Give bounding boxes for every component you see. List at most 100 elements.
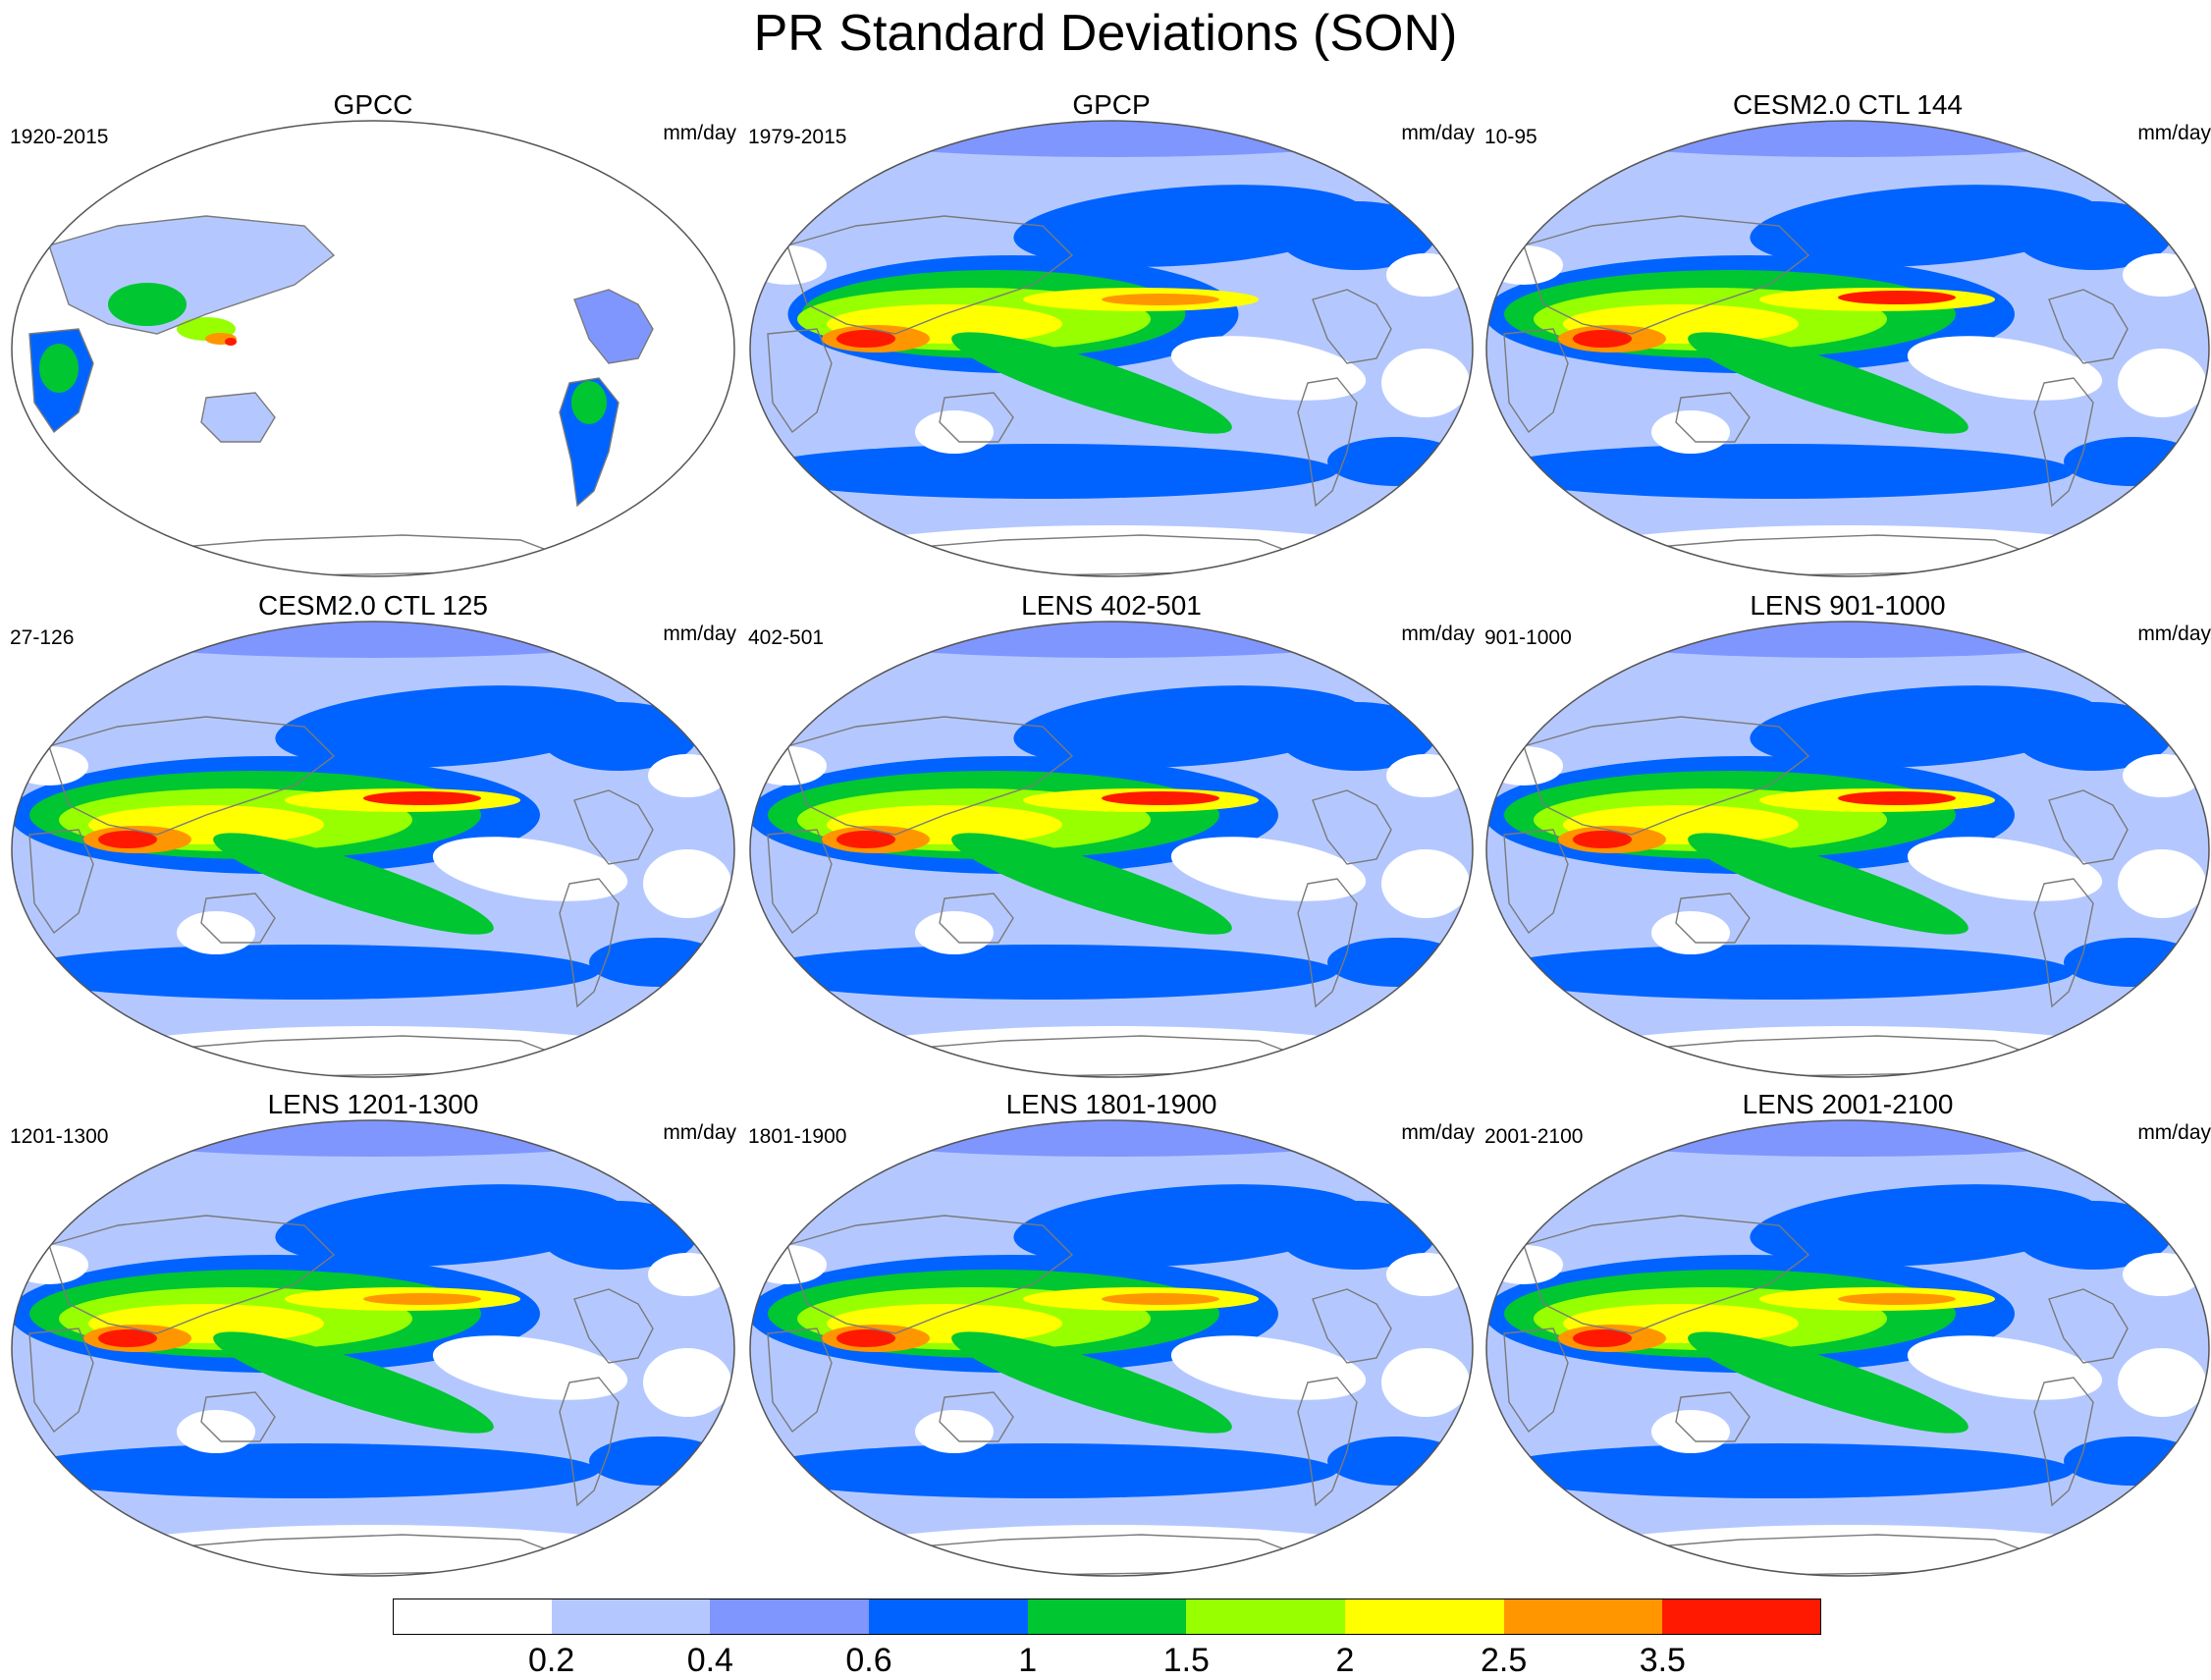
coastline-3 (767, 829, 833, 935)
se-atlantic-dry (1381, 849, 1470, 918)
pacific-itcz-peak (1102, 791, 1219, 805)
panel-title: LENS 1201-1300 (267, 1089, 479, 1119)
north-polar-band (750, 1120, 1473, 1157)
se-pacific-dry (432, 837, 628, 901)
colorbar-tick-label: 0.4 (686, 1642, 733, 1679)
se-pacific-dry (1907, 837, 2103, 901)
se-pacific-dry (1170, 1335, 1367, 1400)
map-panel: GPCP 1979-2015 mm/day (748, 88, 1475, 579)
se-atlantic-dry (1381, 1348, 1470, 1417)
natl-storm-track (1278, 201, 1435, 270)
map-border (749, 1119, 1474, 1577)
coastline-4 (200, 392, 276, 443)
southern-storm-track (750, 444, 1337, 499)
north-polar-band (750, 121, 1473, 157)
natl-storm-track (1278, 702, 1435, 771)
coastline-2 (1523, 1215, 1810, 1334)
map-border (1485, 1119, 2210, 1577)
colorbar-segment (551, 1599, 711, 1635)
natl-storm-track (2015, 201, 2172, 270)
coastline-4 (200, 893, 276, 944)
npac-storm-track (1013, 185, 1367, 267)
colorbar-segment (1027, 1599, 1187, 1635)
australia-field (201, 393, 275, 442)
coastline-1 (1297, 1377, 1358, 1507)
south-polar-band (750, 1026, 1473, 1077)
southern-storm-track (12, 945, 599, 1000)
colorbar-tick-label: 1.5 (1162, 1642, 1210, 1679)
panel-units: mm/day (2137, 122, 2211, 144)
coastline-0 (1312, 1288, 1392, 1364)
coastline-3 (1503, 1328, 1569, 1434)
indian-ocean-max (836, 1329, 895, 1347)
natl-storm-track (2015, 702, 2172, 771)
map-panel: LENS 901-1000 901-1000 mm/day (1484, 589, 2211, 1080)
panel-period: 402-501 (748, 626, 825, 649)
ne-atlantic-dry (1386, 1253, 1465, 1296)
indian-ocean-max (1573, 831, 1632, 848)
robinson-map (749, 120, 1474, 577)
sahara-dry (1486, 746, 1563, 786)
coastline-3 (28, 829, 94, 935)
ne-atlantic-dry (648, 754, 727, 797)
panel-title: CESM2.0 CTL 144 (1733, 89, 1963, 120)
map-border (11, 1119, 735, 1577)
robinson-map (11, 621, 735, 1078)
coastline-4 (1675, 392, 1751, 443)
southern-storm-track (750, 945, 1337, 1000)
se-pacific-dry (1907, 1335, 2103, 1400)
coastline-1 (559, 878, 620, 1008)
indian-ocean-max (98, 831, 157, 848)
panel-period: 10-95 (1484, 126, 1537, 148)
spcz (1688, 1331, 1968, 1434)
indian-ocean-max (1573, 1329, 1632, 1347)
map-panel: LENS 1201-1300 1201-1300 mm/day (10, 1088, 736, 1579)
natl-storm-track (540, 1201, 697, 1270)
pacific-itcz-peak (363, 791, 481, 805)
coastline-0 (2048, 289, 2129, 364)
coastline-1 (1297, 878, 1358, 1008)
coastline-3 (1503, 328, 1569, 434)
panel-units: mm/day (1401, 623, 1475, 645)
robinson-map (1485, 1119, 2210, 1577)
indian-ocean-max (836, 831, 895, 848)
coastline-3 (28, 328, 94, 434)
se-pacific-dry (1170, 837, 1367, 901)
panel-units: mm/day (2137, 623, 2211, 645)
colorbar-segment (710, 1599, 869, 1635)
robinson-map (749, 1119, 1474, 1577)
coastline-4 (939, 1391, 1014, 1442)
robinson-map (1485, 621, 2210, 1078)
spcz (951, 1331, 1232, 1434)
panel-units: mm/day (1401, 122, 1475, 144)
colorbar-tick-label: 2 (1335, 1642, 1355, 1679)
coastline-2 (786, 716, 1074, 836)
map-border (749, 120, 1474, 577)
indian-ocean-max (836, 330, 895, 348)
coastline-0 (1312, 289, 1392, 364)
sahara-dry (750, 1245, 827, 1284)
australia-dry (177, 1410, 255, 1453)
npac-storm-track (275, 1184, 628, 1267)
colorbar-tick-label: 0.2 (528, 1642, 575, 1679)
coastline-0 (2048, 1288, 2129, 1364)
australia-dry (915, 911, 994, 954)
panel-title: GPCP (1072, 89, 1151, 120)
panel-title: CESM2.0 CTL 125 (258, 590, 488, 621)
spcz (951, 833, 1232, 935)
panel-period: 2001-2100 (1484, 1125, 1584, 1148)
sahara-dry (12, 1245, 88, 1284)
robinson-map (11, 120, 735, 577)
map-border (749, 621, 1474, 1078)
colorbar-segment (393, 1599, 552, 1635)
se-pacific-dry (1907, 336, 2103, 401)
panel-title: GPCC (333, 89, 413, 120)
north-polar-band (750, 622, 1473, 658)
coastline-3 (767, 328, 833, 434)
panel-units: mm/day (663, 623, 736, 645)
map-border (1485, 120, 2210, 577)
spcz (1688, 833, 1968, 935)
ne-atlantic-dry (1386, 754, 1465, 797)
sahara-dry (1486, 1245, 1563, 1284)
south-polar-band (1486, 1026, 2209, 1077)
